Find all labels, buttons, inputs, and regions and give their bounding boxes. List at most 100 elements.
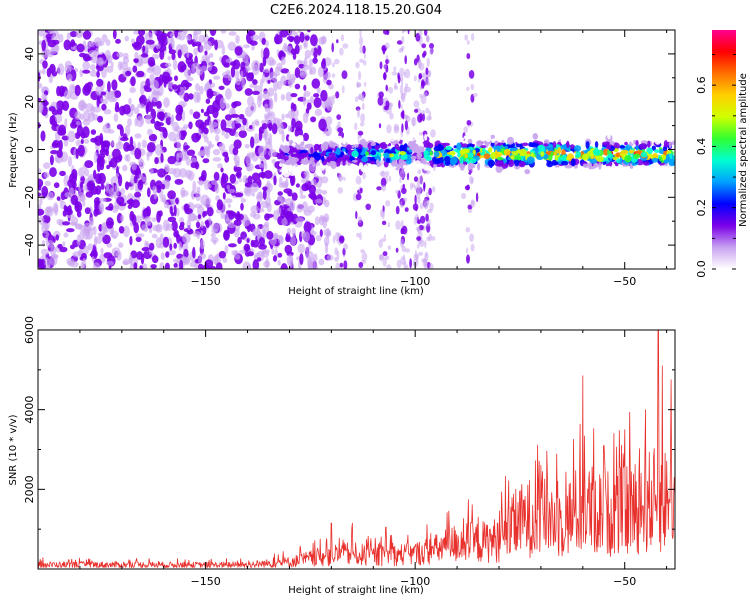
heatmap-cell bbox=[413, 258, 419, 268]
heatmap-cell bbox=[417, 163, 425, 170]
heatmap-cell bbox=[480, 145, 487, 149]
heatmap-cell bbox=[136, 70, 145, 78]
heatmap-cell bbox=[479, 155, 485, 159]
heatmap-cell bbox=[76, 211, 82, 218]
heatmap-cell bbox=[250, 205, 259, 214]
heatmap-cell bbox=[214, 127, 221, 135]
heatmap-cell bbox=[93, 169, 97, 180]
heatmap-cell bbox=[222, 192, 226, 200]
heatmap-cell bbox=[89, 220, 93, 227]
heatmap-cell bbox=[206, 88, 214, 100]
heatmap-cell bbox=[135, 233, 145, 238]
heatmap-cell bbox=[49, 167, 57, 178]
heatmap-cell bbox=[63, 90, 72, 100]
heatmap-cell bbox=[200, 122, 207, 130]
heatmap-cell bbox=[208, 53, 214, 58]
heatmap-cell bbox=[259, 62, 264, 73]
heatmap-cell bbox=[100, 247, 104, 254]
heatmap-cell bbox=[65, 208, 73, 216]
heatmap-cell bbox=[413, 176, 419, 182]
heatmap-cell bbox=[38, 30, 45, 37]
heatmap-cell bbox=[301, 160, 309, 165]
heatmap-cell bbox=[385, 84, 389, 92]
heatmap-cell bbox=[343, 243, 348, 251]
heatmap-cell bbox=[224, 132, 230, 139]
heatmap-cell bbox=[137, 141, 142, 150]
heatmap-cell bbox=[154, 120, 161, 131]
heatmap-cell bbox=[136, 251, 144, 260]
heatmap-cell bbox=[137, 103, 145, 109]
heatmap-cell bbox=[232, 59, 241, 70]
heatmap-cell bbox=[515, 143, 522, 148]
heatmap-cell bbox=[467, 138, 473, 145]
heatmap-cell bbox=[384, 152, 390, 160]
heatmap-cell bbox=[258, 191, 263, 198]
tick-label: 40 bbox=[23, 47, 36, 61]
heatmap-cell bbox=[149, 242, 155, 251]
heatmap-cell bbox=[385, 100, 390, 109]
heatmap-cell bbox=[151, 53, 160, 60]
heatmap-cell bbox=[331, 73, 336, 78]
heatmap-cell bbox=[494, 161, 503, 167]
heatmap-cell bbox=[426, 57, 430, 68]
heatmap-cell bbox=[192, 231, 201, 237]
heatmap-cell bbox=[101, 103, 107, 111]
heatmap-cell bbox=[359, 45, 364, 54]
heatmap-cell bbox=[201, 170, 207, 180]
heatmap-cell bbox=[612, 156, 618, 161]
heatmap-cell bbox=[318, 36, 325, 45]
heatmap-cell bbox=[400, 111, 404, 119]
heatmap-cell bbox=[101, 222, 107, 234]
heatmap-cell bbox=[246, 238, 250, 244]
heatmap-cell bbox=[262, 55, 267, 67]
heatmap-cell bbox=[420, 138, 424, 142]
heatmap-cell bbox=[490, 134, 495, 140]
heatmap-cell bbox=[138, 30, 146, 36]
heatmap-cell bbox=[646, 140, 651, 148]
heatmap-cell bbox=[335, 91, 340, 99]
heatmap-cell bbox=[420, 157, 427, 165]
heatmap-cell bbox=[388, 136, 396, 142]
heatmap-cell bbox=[419, 239, 425, 248]
heatmap-cell bbox=[158, 242, 165, 249]
heatmap-cell bbox=[334, 58, 340, 65]
heatmap-cell bbox=[332, 62, 335, 68]
heatmap-cell bbox=[424, 240, 427, 249]
heatmap-cell bbox=[238, 113, 245, 120]
heatmap-cell bbox=[503, 148, 511, 156]
heatmap-cell bbox=[173, 242, 177, 249]
heatmap-cell bbox=[355, 61, 360, 69]
heatmap-cell bbox=[106, 260, 114, 266]
heatmap-cell bbox=[423, 150, 430, 155]
heatmap-cell bbox=[122, 164, 128, 172]
heatmap-cell bbox=[112, 235, 117, 240]
heatmap-cell bbox=[363, 52, 366, 59]
heatmap-cell bbox=[271, 248, 275, 255]
heatmap-cell bbox=[228, 243, 237, 248]
heatmap-cell bbox=[396, 147, 401, 151]
heatmap-cell bbox=[439, 137, 447, 144]
heatmap-cell bbox=[291, 227, 296, 237]
heatmap-cell bbox=[230, 66, 236, 78]
heatmap-cell bbox=[236, 169, 242, 179]
heatmap-cell bbox=[531, 143, 540, 147]
heatmap-cell bbox=[113, 191, 120, 196]
heatmap-cell bbox=[428, 187, 432, 196]
heatmap-cell bbox=[293, 136, 301, 144]
heatmap-cell bbox=[55, 234, 59, 241]
heatmap-cell bbox=[562, 131, 567, 139]
heatmap-cell bbox=[281, 181, 289, 188]
heatmap-cell bbox=[282, 145, 290, 153]
heatmap-cell bbox=[379, 61, 383, 70]
heatmap-cell bbox=[261, 123, 268, 130]
heatmap-cell bbox=[230, 113, 240, 118]
tick-label: −50 bbox=[613, 275, 636, 288]
heatmap-cell bbox=[56, 218, 63, 226]
heatmap-cell bbox=[216, 163, 223, 169]
heatmap-cell bbox=[227, 203, 231, 208]
heatmap-cell bbox=[226, 119, 233, 128]
heatmap-cell bbox=[235, 116, 240, 124]
heatmap-cell bbox=[342, 137, 347, 145]
heatmap-cell bbox=[263, 170, 273, 179]
heatmap-cell bbox=[433, 151, 440, 158]
